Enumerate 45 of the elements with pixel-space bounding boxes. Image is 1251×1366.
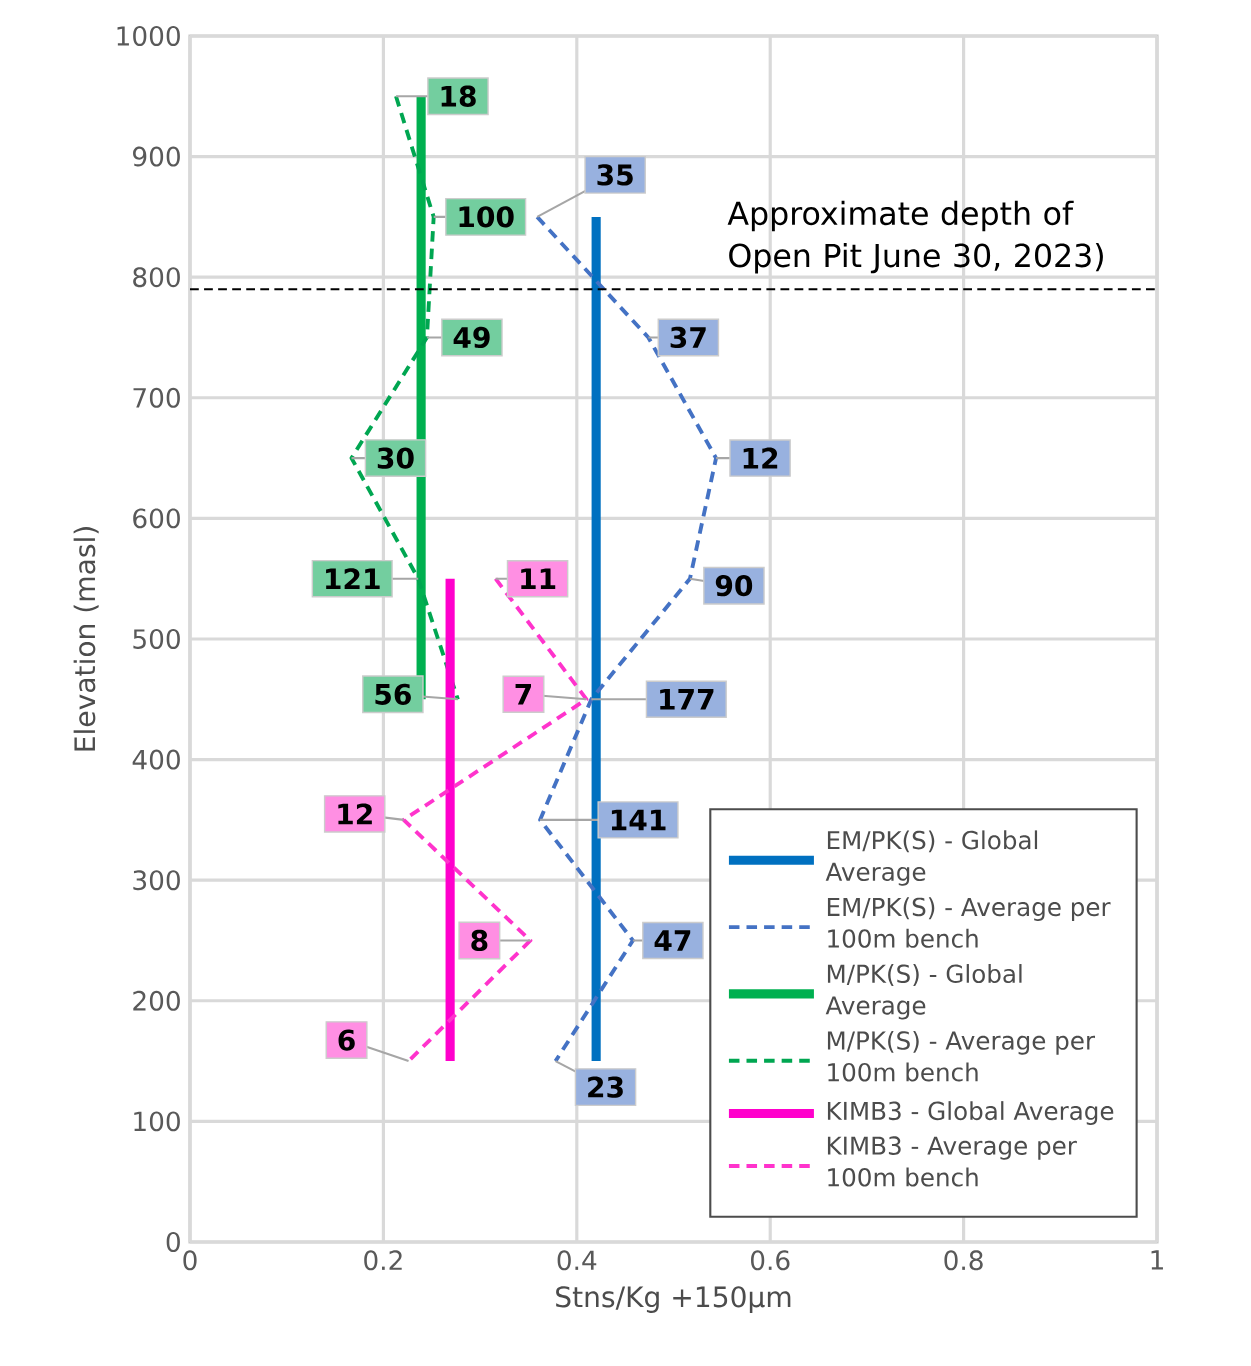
x-axis-title: Stns/Kg +150µm [556, 1286, 791, 1313]
y-tick-label: 900 [133, 146, 180, 167]
annotation: 7 [515, 684, 531, 705]
y-tick-label: 100 [134, 1111, 180, 1132]
annotation: 121 [326, 568, 380, 590]
y-tick-label: 400 [132, 749, 180, 770]
annotation: 12 [338, 803, 372, 825]
annotation: 49 [453, 326, 490, 349]
annotation: 23 [588, 1076, 623, 1098]
annotation: 30 [377, 447, 414, 469]
legend-label: KIMB3 - Global Average [827, 1101, 1114, 1125]
legend-label: M/PK(S) - Average per 100m bench [827, 1030, 1096, 1082]
annotation: 47 [654, 930, 691, 951]
annotation: 18 [441, 85, 476, 107]
x-tick-label: 0.4 [557, 1250, 597, 1271]
annotation: 56 [375, 683, 411, 705]
legend-label: M/PK(S) - Global Average [825, 964, 1022, 1020]
y-tick-label: 500 [133, 629, 180, 649]
legend-label: KIMB3 - Average per 100m bench [827, 1136, 1077, 1187]
annotation: 8 [471, 929, 488, 952]
y-tick-label: 300 [133, 870, 180, 891]
annotation: 6 [338, 1029, 355, 1051]
x-tick-label: 0 [183, 1250, 197, 1271]
annotation: 141 [611, 809, 666, 831]
y-tick-label: 600 [133, 508, 180, 529]
y-tick-label: 800 [133, 267, 180, 288]
x-tick-label: 0.8 [944, 1250, 983, 1271]
y-axis-title: Elevation (masl) [73, 527, 99, 751]
x-tick-label: 0.6 [751, 1250, 790, 1271]
legend-label: EM/PK(S) - Average per 100m bench [827, 897, 1111, 948]
annotation: 11 [521, 568, 556, 589]
legend-label: EM/PK(S) - Global Average [825, 830, 1038, 886]
y-tick-label: 700 [133, 387, 180, 408]
annotation: 177 [660, 689, 714, 710]
annotation: 12 [743, 447, 778, 469]
y-tick-label: 0 [166, 1232, 180, 1252]
annotation: 35 [597, 164, 633, 186]
annotation: 90 [715, 575, 753, 597]
annotation: 100 [459, 206, 514, 228]
annotation: 37 [670, 326, 706, 349]
y-tick-label: 200 [133, 990, 180, 1011]
x-tick-label: 1 [1151, 1250, 1163, 1270]
y-tick-label: 1000 [117, 26, 180, 46]
ref-line-label: Approximate depth of Open Pit June 30, 2023) [727, 200, 1103, 274]
x-tick-label: 0.2 [364, 1250, 402, 1271]
